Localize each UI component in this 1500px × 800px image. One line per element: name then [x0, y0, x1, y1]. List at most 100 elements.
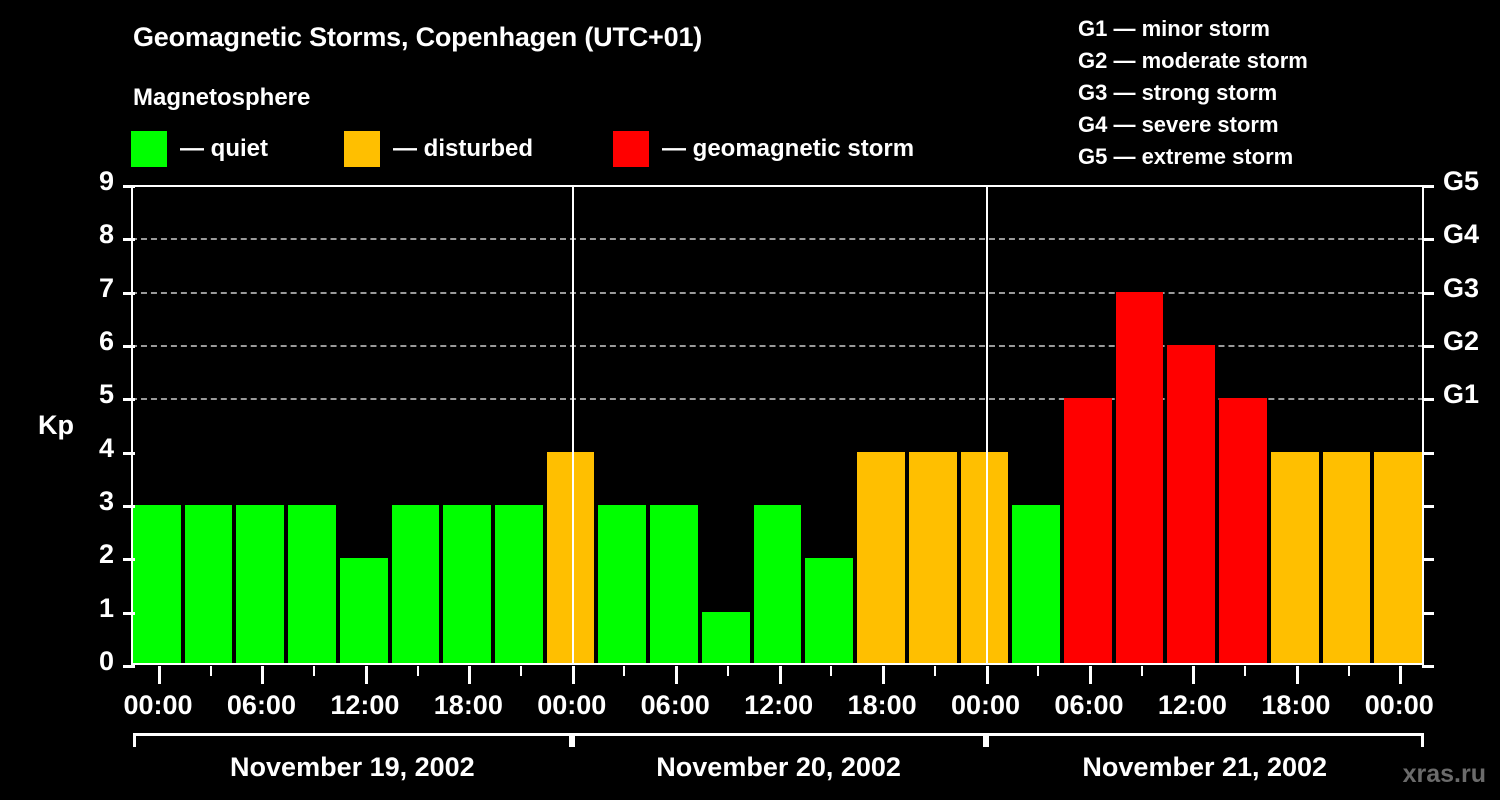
- bar-kp-13[interactable]: [805, 558, 854, 665]
- x-minor-tick-5: [416, 666, 419, 676]
- x-tick-label-10: 12:00: [1157, 690, 1227, 720]
- g-legend-item-g3: G3 — strong storm: [1078, 80, 1278, 105]
- bar-kp-20[interactable]: [1167, 345, 1216, 665]
- bar-kp-2[interactable]: [236, 505, 285, 665]
- bar-kp-19[interactable]: [1115, 291, 1164, 665]
- bar-kp-5[interactable]: [391, 505, 440, 665]
- x-minor-tick-11: [726, 666, 729, 676]
- bar-kp-10[interactable]: [650, 505, 698, 665]
- legend-swatch-icon: [344, 131, 380, 167]
- legend-label: — quiet: [180, 135, 268, 162]
- x-minor-tick-16: [985, 666, 988, 676]
- plot-frame: [131, 185, 1424, 665]
- bar-kp-8[interactable]: [546, 451, 595, 665]
- bar-kp-18[interactable]: [1063, 398, 1112, 665]
- right-tick-4: [1422, 451, 1434, 455]
- x-minor-tick-22: [1295, 666, 1298, 676]
- y-tick-label-8: 8: [98, 219, 114, 250]
- x-tick-label-3: 18:00: [433, 690, 503, 720]
- y-tick-label-4: 4: [98, 432, 114, 463]
- bar-kp-1[interactable]: [184, 505, 233, 665]
- y-tick-label-3: 3: [98, 486, 114, 516]
- plot-area: [131, 185, 1424, 665]
- x-minor-tick-6: [468, 666, 471, 676]
- x-minor-tick-21: [1244, 666, 1247, 676]
- watermark: xras.ru: [1402, 760, 1486, 788]
- bar-kp-22[interactable]: [1270, 451, 1319, 665]
- x-tick-label-1: 06:00: [226, 690, 296, 720]
- bar-kp-12[interactable]: [753, 505, 802, 665]
- right-label-g4: G4: [1443, 219, 1480, 250]
- bar-kp-4[interactable]: [339, 558, 388, 665]
- bar-kp-7[interactable]: [495, 505, 543, 665]
- bar-kp-24[interactable]: [1374, 451, 1422, 665]
- x-minor-tick-18: [1088, 666, 1091, 676]
- right-tick-3: [1422, 505, 1434, 508]
- x-tick-label-5: 06:00: [640, 690, 710, 720]
- y-tick-9: [123, 185, 135, 188]
- x-minor-tick-3: [313, 666, 316, 676]
- legend-label: — geomagnetic storm: [662, 135, 915, 162]
- x-tick-label-8: 00:00: [950, 690, 1021, 720]
- right-label-g1: G1: [1443, 379, 1480, 410]
- quiet-legend: — quiet: [131, 130, 268, 168]
- bar-kp-21[interactable]: [1219, 398, 1267, 665]
- y-tick-0: [123, 665, 135, 668]
- bar-kp-3[interactable]: [288, 505, 336, 665]
- bar-kp-15[interactable]: [908, 451, 957, 665]
- legend-label: — disturbed: [393, 135, 534, 162]
- x-tick-label-12: 00:00: [1364, 690, 1434, 720]
- y-tick-1: [123, 611, 135, 615]
- right-label-g5: G5: [1443, 166, 1480, 196]
- y-tick-5: [123, 398, 135, 402]
- bar-kp-14[interactable]: [857, 451, 905, 665]
- disturbed-legend: — disturbed: [344, 130, 533, 168]
- g-legend-item-g1: G1 — minor storm: [1078, 16, 1270, 41]
- gridline-kp-5: [131, 398, 1424, 401]
- x-tick-label-11: 18:00: [1261, 690, 1331, 720]
- right-tick-1: [1422, 611, 1434, 615]
- bar-kp-0[interactable]: [133, 505, 181, 665]
- bar-kp-16[interactable]: [960, 451, 1009, 665]
- y-tick-label-6: 6: [98, 326, 114, 356]
- page-title: Geomagnetic Storms, Copenhagen (UTC+01): [133, 22, 703, 52]
- y-tick-label-5: 5: [98, 379, 114, 410]
- x-minor-tick-20: [1192, 666, 1195, 676]
- bar-kp-23[interactable]: [1322, 451, 1371, 665]
- bar-kp-6[interactable]: [443, 505, 492, 665]
- x-minor-tick-1: [209, 666, 212, 676]
- x-minor-tick-24: [1399, 666, 1402, 676]
- x-tick-label-7: 18:00: [847, 690, 917, 720]
- date-bracket-2: [571, 733, 986, 747]
- bar-kp-9[interactable]: [598, 505, 647, 665]
- right-label-g3: G3: [1443, 272, 1480, 303]
- x-minor-tick-13: [830, 666, 833, 676]
- right-tick-8: [1422, 238, 1434, 242]
- date-label-1: November 19, 2002: [230, 752, 475, 782]
- bar-kp-11[interactable]: [701, 611, 750, 665]
- right-tick-0: [1422, 665, 1434, 668]
- x-minor-tick-4: [364, 666, 367, 676]
- y-tick-label-2: 2: [98, 539, 114, 570]
- g-legend-item-g5: G5 — extreme storm: [1078, 144, 1294, 169]
- g-legend-item-g2: G2 — moderate storm: [1078, 48, 1308, 73]
- x-minor-tick-8: [571, 666, 574, 676]
- right-tick-5: [1422, 398, 1434, 402]
- legend-swatch-icon: [131, 131, 167, 167]
- x-minor-tick-14: [882, 666, 885, 676]
- y-tick-6: [123, 345, 135, 348]
- x-tick-label-9: 06:00: [1054, 690, 1124, 720]
- y-tick-7: [123, 291, 135, 295]
- gridline-kp-7: [131, 291, 1424, 294]
- y-tick-3: [123, 505, 135, 508]
- y-tick-8: [123, 238, 135, 242]
- bar-kp-17[interactable]: [1012, 505, 1060, 665]
- x-minor-tick-15: [933, 666, 936, 676]
- g-legend-item-g4: G4 — severe storm: [1078, 112, 1279, 137]
- x-minor-tick-12: [778, 666, 781, 676]
- date-bracket-3: [985, 733, 1424, 747]
- x-minor-tick-10: [675, 666, 678, 676]
- x-minor-tick-0: [158, 666, 160, 676]
- gridline-kp-8: [131, 238, 1424, 241]
- x-minor-tick-23: [1347, 666, 1350, 676]
